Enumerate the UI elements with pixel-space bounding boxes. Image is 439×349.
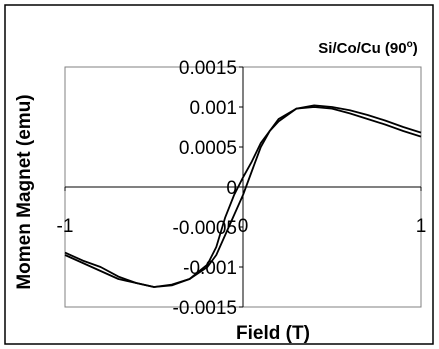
x-tick-marks bbox=[64, 187, 422, 191]
y-tick-label: 0.001 bbox=[189, 98, 237, 119]
chart-title: Si/Co/Cu (90o) bbox=[318, 39, 417, 57]
y-tick-marks bbox=[239, 66, 243, 308]
x-tick-label: 1 bbox=[416, 216, 427, 237]
series-group bbox=[64, 104, 422, 288]
y-tick-label: 0.0015 bbox=[179, 58, 237, 79]
y-tick-label: 0 bbox=[226, 178, 237, 199]
x-tick-labels: -1 0 1 bbox=[57, 216, 427, 237]
y-tick-label: -0.0015 bbox=[173, 298, 237, 319]
y-tick-label: 0.0005 bbox=[179, 138, 237, 159]
series-line-2 bbox=[64, 104, 422, 288]
y-axis-title: Momen Magnet (emu) bbox=[14, 94, 35, 289]
x-tick-label: 0 bbox=[238, 216, 249, 237]
x-axis-title: Field (T) bbox=[236, 323, 310, 344]
x-tick-label: -1 bbox=[57, 216, 74, 237]
